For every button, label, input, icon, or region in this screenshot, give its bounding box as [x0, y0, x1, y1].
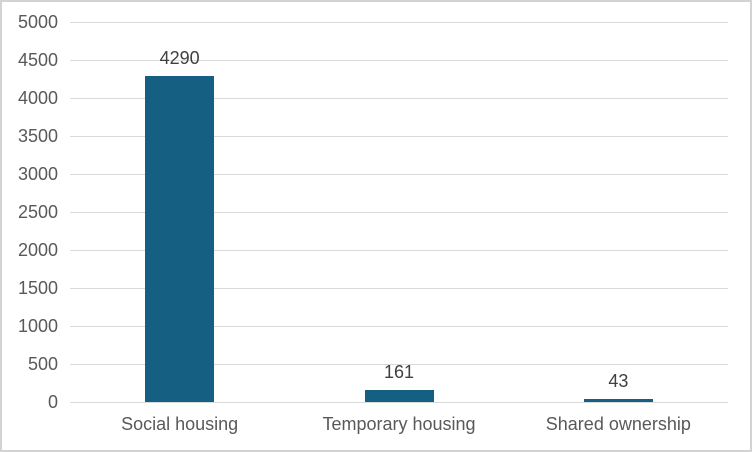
gridline	[70, 401, 728, 403]
y-axis-tick-label: 2000	[17, 240, 58, 260]
category-label: Temporary housing	[322, 414, 476, 434]
gridline	[70, 173, 728, 175]
y-axis-tick-label: 5000	[17, 12, 58, 32]
gridline	[70, 211, 728, 213]
category-label: Shared ownership	[545, 414, 691, 434]
y-axis-tick-label: 4000	[17, 88, 58, 108]
gridline	[70, 325, 728, 327]
gridline	[70, 249, 728, 251]
bar	[364, 389, 434, 402]
bar	[145, 75, 215, 402]
y-axis-tick-label: 3500	[17, 126, 58, 146]
gridline	[70, 287, 728, 289]
category-label: Social housing	[121, 414, 239, 434]
gridline	[70, 21, 728, 23]
y-axis-tick-label: 1500	[17, 278, 58, 298]
gridline	[70, 135, 728, 137]
y-axis-tick-label: 4500	[17, 50, 58, 70]
gridline	[70, 59, 728, 61]
bar-value-label: 161	[383, 361, 415, 382]
y-axis-tick-label: 2500	[17, 202, 58, 222]
gridline	[70, 97, 728, 99]
y-axis-tick-label: 0	[47, 392, 58, 412]
bar	[583, 398, 653, 402]
y-axis-tick-label: 3000	[17, 164, 58, 184]
bar-value-label: 4290	[159, 47, 200, 68]
bar-value-label: 43	[608, 370, 629, 391]
y-axis-tick-label: 1000	[17, 316, 58, 336]
gridline	[70, 363, 728, 365]
y-axis-tick-label: 500	[27, 354, 58, 374]
